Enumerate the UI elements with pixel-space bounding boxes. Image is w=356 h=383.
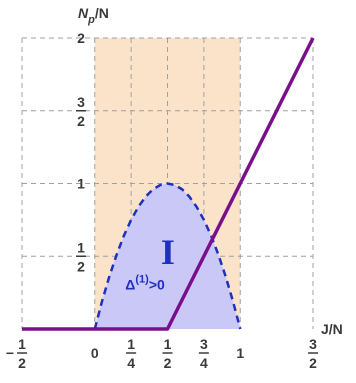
region-label: I bbox=[161, 232, 175, 272]
x-axis-title: J/N bbox=[321, 321, 343, 337]
x-tick-label: 0 bbox=[91, 345, 99, 361]
x-tick-label: 32 bbox=[308, 336, 318, 371]
x-tick-label: 14 bbox=[126, 336, 137, 371]
x-tick-label-sign: − bbox=[6, 345, 14, 361]
delta-superscript: (1) bbox=[135, 274, 149, 286]
boundary-line bbox=[22, 37, 315, 331]
x-tick-label-denominator: 4 bbox=[127, 355, 135, 371]
x-tick-label-numerator: 1 bbox=[127, 336, 135, 352]
dashed-curve bbox=[93, 182, 242, 330]
y-tick-label-text: 2 bbox=[77, 30, 85, 46]
x-tick-label-denominator: 2 bbox=[164, 355, 172, 371]
y-axis-title-main: N bbox=[78, 5, 89, 21]
x-tick-label: 34 bbox=[198, 336, 209, 371]
y-tick-label-denominator: 2 bbox=[77, 258, 85, 274]
x-tick-label-numerator: 3 bbox=[309, 336, 317, 352]
y-tick-label: 12 bbox=[76, 239, 86, 274]
x-tick-label-numerator: 3 bbox=[200, 336, 208, 352]
region-fill bbox=[94, 183, 241, 329]
y-axis-title-suffix: /N bbox=[95, 5, 109, 21]
x-tick-label: 12 bbox=[162, 336, 173, 371]
x-tick-label: 1 bbox=[236, 345, 244, 361]
y-axis-title-sub: p bbox=[87, 14, 95, 26]
y-tick-label: 1 bbox=[77, 176, 85, 192]
x-tick-label-numerator: 1 bbox=[18, 336, 26, 352]
x-tick-label-denominator: 4 bbox=[200, 355, 208, 371]
x-tick-label-text: 1 bbox=[236, 345, 244, 361]
x-tick-label: 1 2− bbox=[6, 336, 27, 371]
y-tick-label-numerator: 3 bbox=[77, 94, 85, 110]
y-tick-label-denominator: 2 bbox=[77, 113, 85, 129]
y-axis-title: Np/N bbox=[78, 5, 109, 26]
x-tick-label-denominator: 2 bbox=[309, 355, 317, 371]
x-tick-label-denominator: 2 bbox=[18, 355, 26, 371]
delta-condition: >0 bbox=[149, 277, 165, 293]
y-tick-label: 2 bbox=[77, 30, 85, 46]
delta-symbol: Δ bbox=[125, 277, 135, 293]
curves bbox=[22, 37, 315, 331]
y-tick-label-numerator: 1 bbox=[77, 239, 85, 255]
x-tick-label-text: 0 bbox=[91, 345, 99, 361]
delta-annotation: Δ(1)>0 bbox=[125, 274, 165, 293]
y-tick-label-text: 1 bbox=[77, 176, 85, 192]
y-tick-label: 32 bbox=[76, 94, 86, 129]
region-i-fill bbox=[94, 183, 241, 329]
x-tick-label-numerator: 1 bbox=[164, 336, 172, 352]
